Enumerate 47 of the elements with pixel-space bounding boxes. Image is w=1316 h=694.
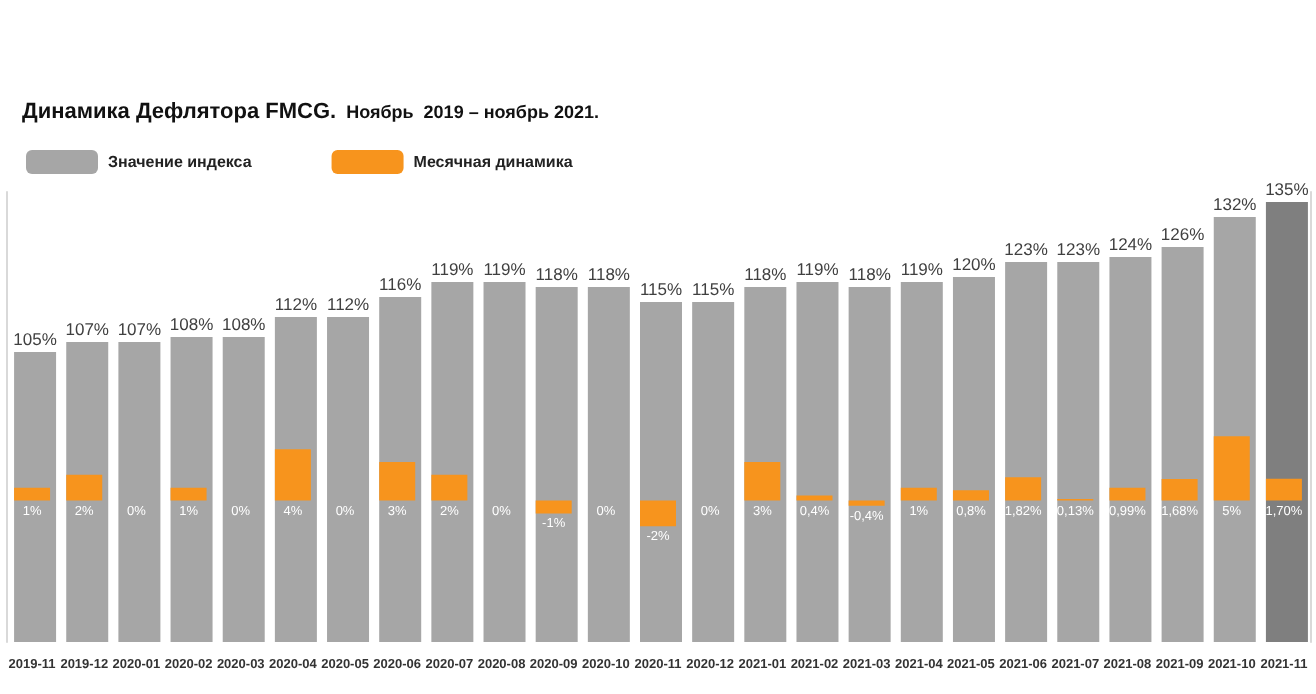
chart-subtitle: Ноябрь 2019 – ноябрь 2021. <box>346 102 600 122</box>
data-label: 132% <box>1213 194 1258 214</box>
data-label: 115% <box>692 279 736 299</box>
bar <box>170 487 207 501</box>
bar <box>1265 478 1302 501</box>
data-label: 118% <box>535 264 579 284</box>
data-label: 108% <box>169 314 215 334</box>
data-label: 126% <box>1160 224 1206 244</box>
bar <box>379 462 416 501</box>
data-label: 112% <box>274 294 318 314</box>
data-label: 123% <box>1056 239 1101 259</box>
bar <box>848 500 885 506</box>
data-label: 135% <box>1265 179 1310 199</box>
data-label: 108% <box>221 314 267 334</box>
bar <box>796 495 833 501</box>
data-label: 124% <box>1108 234 1154 254</box>
bar <box>431 474 468 501</box>
data-label: 112% <box>326 294 371 314</box>
bar <box>274 449 311 501</box>
data-label: 118% <box>587 264 631 284</box>
bar <box>744 462 781 501</box>
data-label: 123% <box>1004 239 1049 259</box>
legend-label: Месячная динамика <box>413 153 574 171</box>
data-label: 107% <box>117 319 163 339</box>
data-label: 119% <box>483 259 527 279</box>
data-label: 118% <box>744 264 788 284</box>
chart-title: Динамика Дефлятора FMCG. <box>22 100 337 124</box>
bar <box>1109 487 1146 501</box>
data-label: 107% <box>65 319 110 339</box>
data-label: 119% <box>431 259 475 279</box>
bar <box>535 500 572 514</box>
bar <box>640 500 676 527</box>
bar <box>1161 478 1198 501</box>
bar <box>1005 477 1042 501</box>
bar <box>952 490 989 501</box>
data-label: 119% <box>796 259 840 279</box>
data-label: 105% <box>13 329 58 349</box>
bar <box>900 487 937 501</box>
bar <box>1213 436 1250 501</box>
data-label: 120% <box>952 254 997 274</box>
data-label: 118% <box>848 264 892 284</box>
data-label: 115% <box>639 279 683 299</box>
data-label: 116% <box>379 274 423 294</box>
legend-label: Значение индекса <box>108 153 253 171</box>
bar <box>66 474 103 501</box>
data-label: 119% <box>900 259 944 279</box>
bar <box>14 487 51 501</box>
